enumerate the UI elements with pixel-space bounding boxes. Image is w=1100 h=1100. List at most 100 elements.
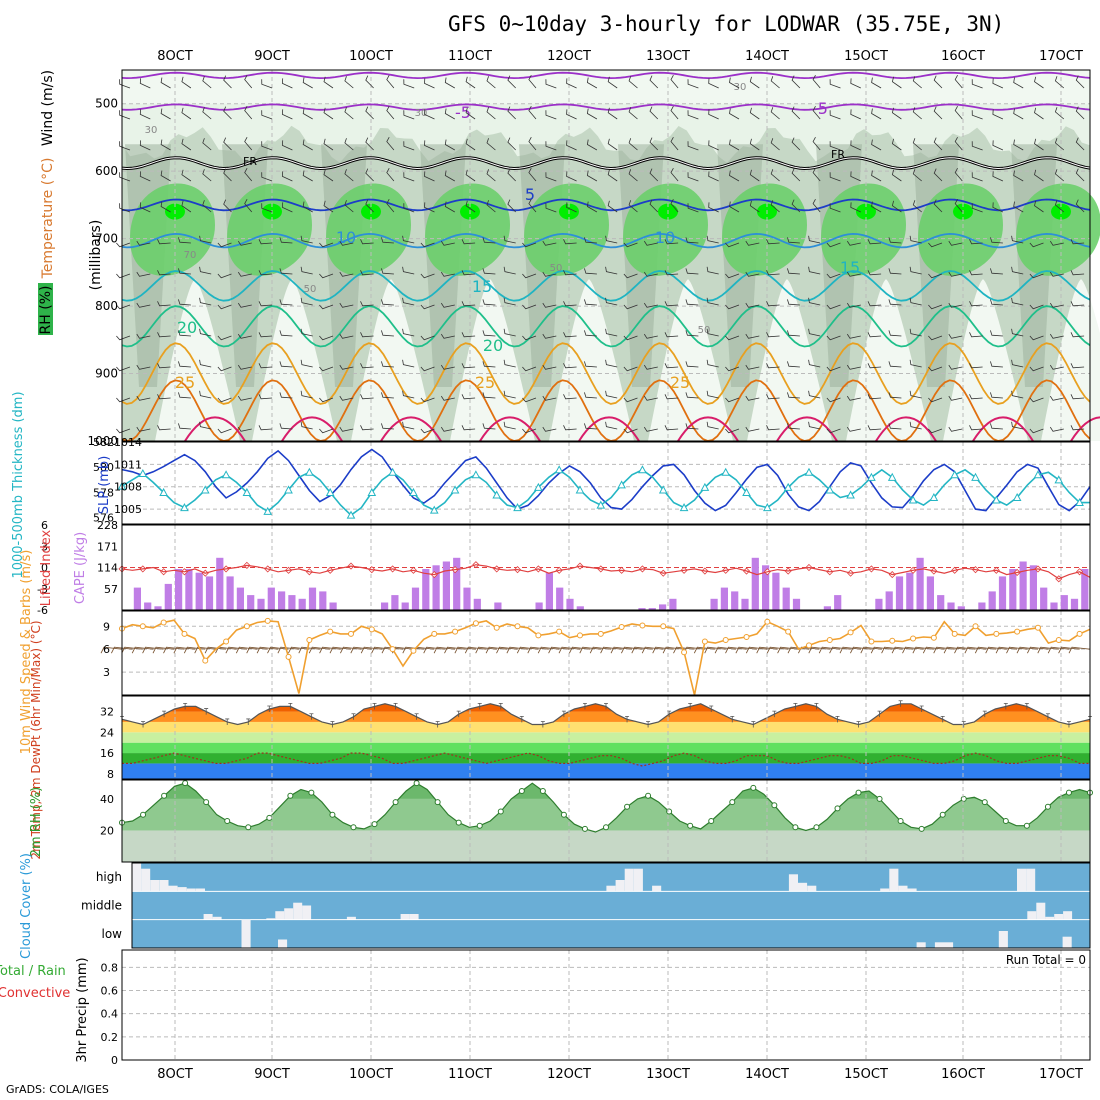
upper-date-tick-label: 10OCT <box>349 49 393 64</box>
upper-wind-barb <box>217 304 232 310</box>
upper-wind-barb <box>787 392 800 399</box>
rh2m-point <box>1023 822 1030 829</box>
temp-contour-35 <box>281 416 343 442</box>
cloud-high-bar <box>880 888 890 892</box>
cape-bar <box>648 608 656 610</box>
cloud-low-bar <box>241 919 251 948</box>
wind10-barb <box>287 646 310 654</box>
wind10-barb <box>381 646 404 654</box>
wind10-barb <box>267 646 289 654</box>
upper-wind-barb <box>1075 106 1085 120</box>
cloud-middle-bar <box>293 902 303 920</box>
cape-bar <box>494 602 502 610</box>
upper-wind-barb <box>670 199 679 213</box>
wind10-speed-series-point <box>930 634 937 641</box>
upper-wind-barb <box>891 169 902 182</box>
upper-wind-barb <box>237 426 252 432</box>
upper-wind-barb <box>867 332 882 338</box>
upper-wind-barb <box>136 240 151 246</box>
upper-wind-barb <box>826 397 841 403</box>
cloud-high-bar <box>606 885 616 892</box>
wind10-barb <box>849 646 872 654</box>
cape-bar <box>1040 587 1048 610</box>
rh2m-point <box>666 808 673 815</box>
wind10-barb <box>610 646 633 654</box>
upper-wind-barb <box>403 141 415 151</box>
upper-wind-barb <box>319 397 334 403</box>
upper-wind-barb <box>503 390 516 399</box>
upper-wind-barb <box>687 79 699 89</box>
temp2m-band <box>122 711 1090 722</box>
upper-wind-barb <box>119 141 131 151</box>
upper-wind-barb <box>217 428 232 434</box>
wind10-speed-series-point <box>556 628 563 635</box>
temp-contour-label: 25 <box>670 373 690 392</box>
chart-title: GFS 0~10day 3-hourly for LODWAR (35.75E,… <box>448 12 1005 36</box>
temp-contour-35 <box>479 416 541 442</box>
cape-bar <box>329 602 337 610</box>
wind10-speed-series-point <box>368 626 375 633</box>
upper-wind-barb <box>729 77 740 89</box>
cloud-high-bar <box>177 887 187 892</box>
upper-wind-barb <box>1013 170 1024 182</box>
upper-wind-barb <box>1049 364 1064 370</box>
rh-band-90 <box>227 183 312 276</box>
upper-wind-barb <box>319 428 334 434</box>
upper-wind-barb <box>971 203 983 213</box>
cape-bar <box>710 598 718 610</box>
wind10-speed-series-point <box>868 638 875 645</box>
upper-wind-barb <box>424 140 435 151</box>
upper-wind-barb <box>139 109 151 120</box>
upper-wind-barb <box>381 361 394 368</box>
temp2m-minmax <box>1066 721 1071 728</box>
temp-contour-label: 15 <box>840 258 860 277</box>
temp2m-minmax <box>1045 713 1050 720</box>
upper-wind-barb <box>829 203 841 213</box>
upper-wind-barb <box>933 199 943 213</box>
upper-wind-barb <box>888 237 902 244</box>
upper-wind-barb <box>139 171 151 182</box>
wind10-speed-series-point <box>1034 624 1041 631</box>
wind10-barb <box>1016 646 1039 654</box>
cloud-high-bar <box>150 880 160 892</box>
upper-wind-barb <box>990 330 1003 337</box>
cape-bar <box>247 595 255 610</box>
cape-bar <box>185 569 193 610</box>
wind10-speed-series-point <box>743 633 750 640</box>
wind10-speed-series-point <box>597 630 604 637</box>
wind10-speed-series-point <box>264 617 271 624</box>
temp2m-minmax <box>1024 702 1029 710</box>
upper-wind-barb <box>1054 76 1065 89</box>
cape-bar <box>762 565 770 610</box>
temp2m-tick-label: 8 <box>107 768 114 781</box>
upper-wind-barb <box>745 271 760 277</box>
cloud-level-label: middle <box>81 899 122 913</box>
upper-wind-barb <box>237 364 252 370</box>
upper-wind-barb <box>386 106 395 120</box>
upper-wind-barb <box>586 77 598 89</box>
upper-wind-barb <box>628 107 638 120</box>
temp2m-minmax <box>204 708 209 715</box>
wind10-barb <box>922 646 945 654</box>
wind10-barb <box>964 646 986 654</box>
upper-wind-barb <box>912 76 922 89</box>
wind10-barb <box>256 646 279 654</box>
cloud-axis-label: Cloud Cover (%) <box>19 853 34 959</box>
wind10-barb <box>693 646 716 654</box>
rh2m-point <box>350 824 357 831</box>
wind10-barb <box>464 646 487 654</box>
wind10-speed-series-point <box>472 620 479 627</box>
thickness-series-point <box>867 472 876 481</box>
upper-wind-barb <box>912 200 922 213</box>
cape-bar <box>988 591 996 610</box>
temp-contour-35 <box>184 416 246 442</box>
upper-wind-barb <box>791 199 801 213</box>
upper-wind-barb <box>181 76 192 89</box>
temp2m-minmax <box>940 715 945 723</box>
rh2m-point <box>497 808 504 815</box>
rh2m-point <box>708 818 715 824</box>
upper-wind-barb <box>992 78 1004 89</box>
upper-wind-barb <box>685 423 699 430</box>
wind10-barb <box>516 646 539 654</box>
upper-wind-barb <box>808 235 821 244</box>
